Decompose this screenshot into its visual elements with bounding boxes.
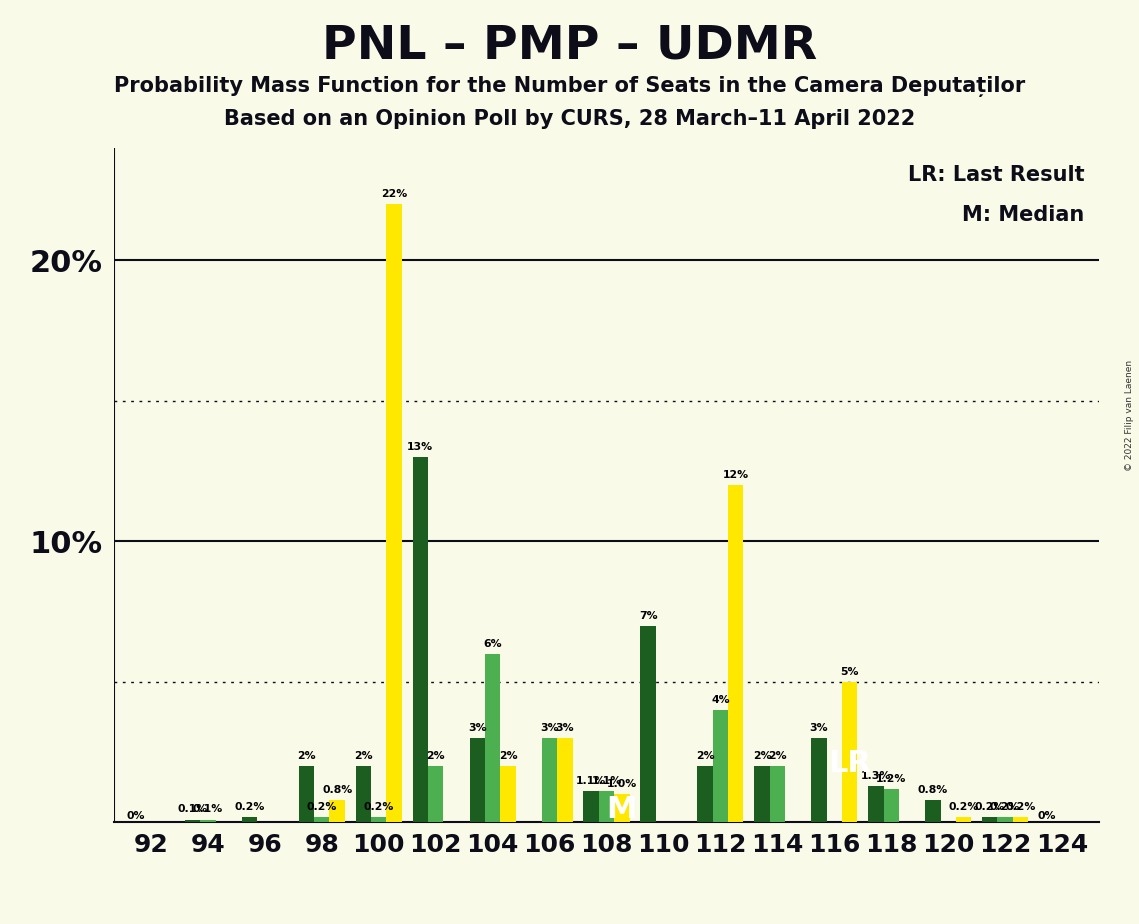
Bar	[355, 766, 371, 822]
Bar	[542, 738, 557, 822]
Bar	[500, 766, 516, 822]
Bar	[754, 766, 770, 822]
Text: 1.2%: 1.2%	[876, 773, 907, 784]
Text: 6%: 6%	[483, 638, 502, 649]
Bar	[998, 817, 1013, 822]
Bar	[728, 485, 744, 822]
Text: 0.2%: 0.2%	[975, 802, 1005, 811]
Text: LR: LR	[828, 748, 871, 778]
Bar	[614, 795, 630, 822]
Bar	[314, 817, 329, 822]
Text: 0.2%: 0.2%	[1006, 802, 1035, 811]
Bar	[386, 204, 402, 822]
Bar	[485, 654, 500, 822]
Text: 0.8%: 0.8%	[918, 784, 948, 795]
Text: 0.1%: 0.1%	[178, 805, 207, 814]
Text: PNL – PMP – UDMR: PNL – PMP – UDMR	[322, 23, 817, 68]
Text: © 2022 Filip van Laenen: © 2022 Filip van Laenen	[1125, 360, 1134, 471]
Text: 0.8%: 0.8%	[322, 784, 352, 795]
Text: 0%: 0%	[126, 811, 145, 821]
Bar	[298, 766, 314, 822]
Text: 0.1%: 0.1%	[192, 805, 223, 814]
Text: 2%: 2%	[354, 751, 372, 761]
Text: 0.2%: 0.2%	[363, 802, 394, 811]
Bar	[868, 785, 884, 822]
Bar	[925, 800, 941, 822]
Text: 4%: 4%	[711, 695, 730, 705]
Text: 1.3%: 1.3%	[861, 771, 891, 781]
Text: LR: Last Result: LR: Last Result	[908, 164, 1084, 185]
Text: 1.1%: 1.1%	[576, 776, 606, 786]
Text: 2%: 2%	[753, 751, 771, 761]
Text: 22%: 22%	[380, 189, 408, 199]
Bar	[371, 817, 386, 822]
Bar	[697, 766, 713, 822]
Text: 3%: 3%	[556, 723, 574, 733]
Text: 3%: 3%	[540, 723, 559, 733]
Bar	[200, 820, 215, 822]
Bar	[428, 766, 443, 822]
Bar	[583, 792, 599, 822]
Text: 0.2%: 0.2%	[990, 802, 1021, 811]
Text: 7%: 7%	[639, 611, 657, 621]
Text: 2%: 2%	[426, 751, 445, 761]
Text: 3%: 3%	[468, 723, 486, 733]
Bar	[982, 817, 998, 822]
Bar	[770, 766, 785, 822]
Bar	[185, 820, 200, 822]
Text: 5%: 5%	[841, 667, 859, 676]
Bar	[842, 682, 858, 822]
Bar	[640, 626, 656, 822]
Text: 3%: 3%	[810, 723, 828, 733]
Text: 13%: 13%	[408, 442, 433, 452]
Text: 2%: 2%	[696, 751, 714, 761]
Bar	[599, 792, 614, 822]
Text: 1.0%: 1.0%	[607, 779, 637, 789]
Text: 1.1%: 1.1%	[591, 776, 622, 786]
Bar	[412, 457, 428, 822]
Text: 2%: 2%	[768, 751, 787, 761]
Text: M: M	[607, 796, 637, 824]
Bar	[884, 789, 899, 822]
Bar	[956, 817, 972, 822]
Bar	[469, 738, 485, 822]
Text: 12%: 12%	[723, 470, 748, 480]
Bar	[329, 800, 345, 822]
Text: 0.2%: 0.2%	[949, 802, 978, 811]
Text: Based on an Opinion Poll by CURS, 28 March–11 April 2022: Based on an Opinion Poll by CURS, 28 Mar…	[224, 109, 915, 129]
Text: 2%: 2%	[499, 751, 517, 761]
Text: M: Median: M: Median	[962, 205, 1084, 225]
Text: 0.2%: 0.2%	[235, 802, 264, 811]
Text: 2%: 2%	[297, 751, 316, 761]
Bar	[241, 817, 257, 822]
Text: 0.2%: 0.2%	[306, 802, 337, 811]
Bar	[1013, 817, 1029, 822]
Text: Probability Mass Function for the Number of Seats in the Camera Deputaților: Probability Mass Function for the Number…	[114, 76, 1025, 97]
Text: 0%: 0%	[1038, 811, 1056, 821]
Bar	[713, 710, 728, 822]
Bar	[811, 738, 827, 822]
Bar	[557, 738, 573, 822]
